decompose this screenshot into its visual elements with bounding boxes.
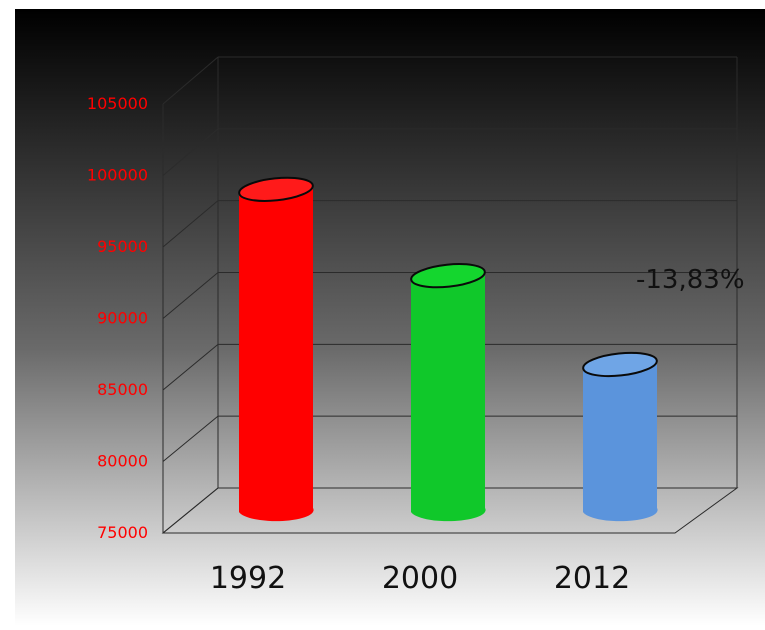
side-gridline [162, 200, 219, 248]
percent-change-annotation: -13,83% [636, 265, 745, 295]
chart-background [15, 10, 765, 626]
y-tick-label: 85000 [97, 380, 148, 399]
x-tick-label: 1992 [210, 561, 286, 596]
y-tick-label: 75000 [97, 523, 148, 542]
side-gridline [162, 56, 219, 105]
side-gridline [162, 272, 219, 319]
chart-floor [161, 487, 739, 534]
bar-body [411, 273, 486, 522]
side-gridline [162, 415, 219, 462]
bar-body [239, 187, 314, 522]
side-gridline [162, 128, 219, 176]
x-tick-label: 2000 [382, 561, 458, 596]
y-tick-label: 95000 [97, 237, 148, 256]
side-gridline [162, 343, 219, 391]
bar-2000 [410, 263, 486, 522]
y-tick-label: 105000 [87, 94, 148, 113]
bar-top [238, 176, 314, 202]
bar-2012 [582, 351, 658, 522]
bar-top [410, 263, 486, 289]
x-tick-label: 2012 [554, 561, 630, 596]
bar-1992 [238, 176, 314, 522]
bar-body [583, 362, 658, 522]
y-tick-label: 80000 [97, 452, 148, 471]
y-tick-label: 90000 [97, 309, 148, 328]
bar-top [582, 351, 658, 378]
y-tick-label: 100000 [87, 166, 148, 185]
